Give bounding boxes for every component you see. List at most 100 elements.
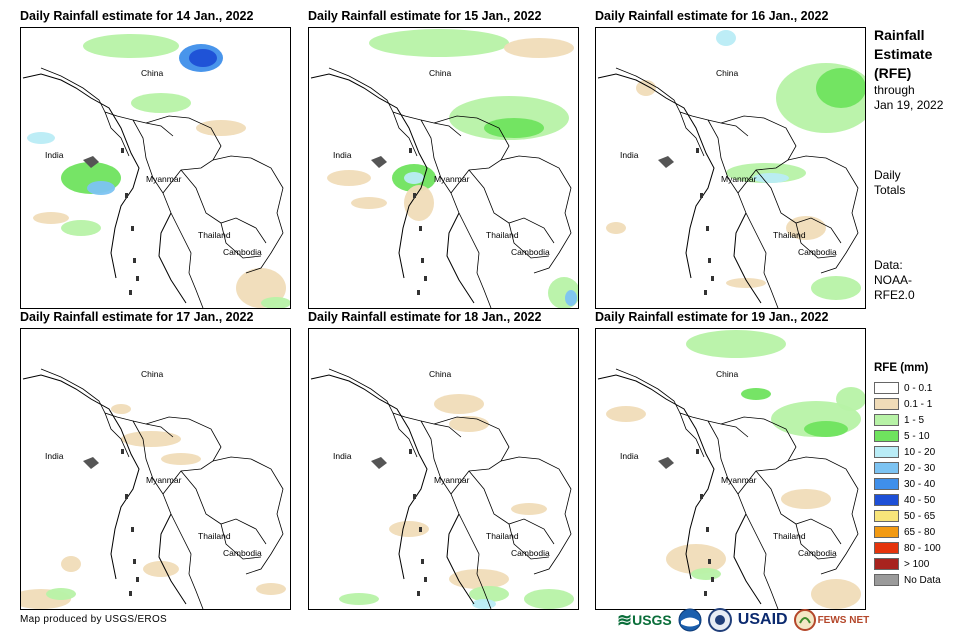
legend-swatch — [874, 398, 899, 410]
country-label-india: India — [620, 451, 639, 461]
country-border — [220, 523, 262, 560]
rainfall-area — [339, 593, 379, 605]
country-label-india: India — [333, 150, 352, 160]
map-canvas — [597, 330, 865, 609]
legend-swatch — [874, 574, 899, 586]
island — [417, 290, 420, 295]
legend-label: 1 - 5 — [904, 414, 925, 426]
delta-region — [371, 457, 387, 469]
country-label-cambodia: Cambodia — [798, 548, 837, 558]
legend-label: 65 - 80 — [904, 526, 936, 538]
country-border — [420, 119, 452, 194]
usgs-logo-text: USGS — [632, 612, 672, 628]
legend-swatch — [874, 430, 899, 442]
island — [704, 591, 707, 596]
country-border — [433, 115, 510, 308]
legend-label: 30 - 40 — [904, 478, 936, 490]
rainfall-area — [686, 330, 786, 358]
island — [706, 527, 709, 532]
sidebar-title-line: Rainfall — [874, 27, 925, 43]
country-label-thailand: Thailand — [773, 230, 806, 240]
island — [711, 276, 714, 281]
legend-swatch — [874, 462, 899, 474]
legend-item: 0.1 - 1 — [874, 396, 941, 412]
country-label-india: India — [45, 150, 64, 160]
map-panel-6: Daily Rainfall estimate for 19 Jan., 202… — [595, 307, 880, 610]
map-panel-3: Daily Rainfall estimate for 16 Jan., 202… — [595, 6, 880, 309]
rainfall-area — [131, 93, 191, 113]
rainfall-area — [161, 453, 201, 465]
rainfall-area — [256, 583, 286, 595]
country-border — [795, 523, 837, 560]
rainfall-area — [484, 118, 544, 138]
legend-item: No Data — [874, 572, 941, 588]
coastline — [446, 212, 475, 304]
map-panel-5: Daily Rainfall estimate for 18 Jan., 202… — [308, 307, 593, 610]
country-border — [40, 368, 174, 438]
delta-region — [658, 457, 674, 469]
delta-region — [83, 457, 99, 469]
country-label-myanmar: Myanmar — [721, 475, 757, 485]
rainfall-area — [434, 394, 484, 414]
island — [424, 276, 427, 281]
map-canvas — [21, 368, 286, 609]
country-label-india: India — [620, 150, 639, 160]
legend-label: > 100 — [904, 558, 930, 570]
island — [131, 527, 134, 532]
rainfall-area — [816, 68, 865, 108]
country-border — [132, 420, 164, 495]
rainfall-area — [781, 489, 831, 509]
panel-title: Daily Rainfall estimate for 19 Jan., 202… — [595, 310, 829, 324]
rainfall-map: China India Myanmar Thailand Cambodia — [308, 328, 579, 610]
country-border — [707, 119, 739, 194]
rainfall-area — [61, 556, 81, 572]
rainfall-map: China India Myanmar Thailand Cambodia — [308, 27, 579, 309]
country-label-cambodia: Cambodia — [511, 548, 550, 558]
legend: RFE (mm) 0 - 0.1 0.1 - 1 1 - 5 5 - 10 10 - 2… — [874, 362, 941, 588]
rainfall-area — [61, 220, 101, 236]
country-border — [328, 368, 462, 438]
country-border — [615, 67, 749, 137]
country-border — [787, 155, 859, 274]
country-label-china: China — [141, 369, 164, 379]
rainfall-area — [753, 173, 789, 183]
country-label-cambodia: Cambodia — [511, 247, 550, 257]
logo-strip: ≋ USGS USAID FEWS NET — [617, 606, 869, 634]
country-label-thailand: Thailand — [773, 531, 806, 541]
coastline — [22, 73, 140, 279]
rainfall-area — [524, 589, 574, 609]
panel-title: Daily Rainfall estimate for 18 Jan., 202… — [308, 310, 542, 324]
rainfall-area — [111, 404, 131, 414]
legend-label: 10 - 20 — [904, 446, 936, 458]
coastline — [733, 212, 762, 304]
map-canvas — [310, 368, 574, 609]
island — [136, 577, 139, 582]
rainfall-area — [83, 34, 179, 58]
rainfall-area — [404, 185, 434, 221]
rainfall-area — [716, 30, 736, 46]
coastline — [158, 212, 187, 304]
country-border — [508, 523, 550, 560]
rainfall-area — [504, 38, 574, 58]
coastline — [22, 374, 140, 580]
data-source-line: NOAA- — [874, 273, 913, 287]
legend-label: 40 - 50 — [904, 494, 936, 506]
rainfall-area — [606, 222, 626, 234]
country-border — [707, 420, 739, 495]
coastline — [158, 513, 187, 605]
delta-region — [371, 156, 387, 168]
legend-item: 50 - 65 — [874, 508, 941, 524]
island — [711, 577, 714, 582]
island — [413, 193, 416, 198]
rainfall-map: China India Myanmar Thailand Cambodia — [20, 27, 291, 309]
island — [706, 226, 709, 231]
map-canvas — [310, 29, 578, 308]
legend-swatch — [874, 446, 899, 458]
coastline — [310, 73, 428, 279]
country-border — [212, 456, 284, 575]
totals-block: Daily Totals — [874, 168, 905, 198]
island — [129, 591, 132, 596]
island — [704, 290, 707, 295]
island — [417, 591, 420, 596]
rainfall-area — [327, 170, 371, 186]
